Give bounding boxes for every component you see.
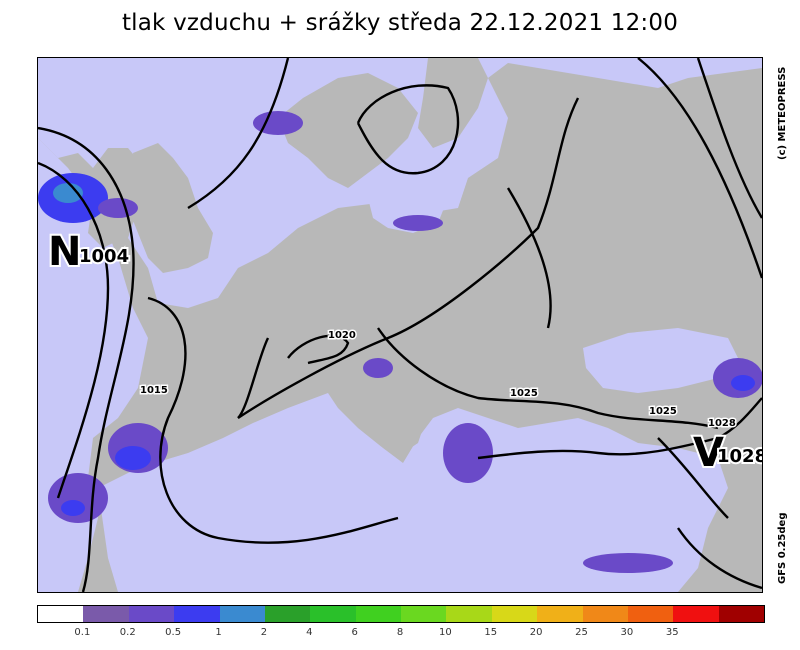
legend-swatch — [83, 606, 129, 622]
isobar-label: 1020 — [328, 330, 356, 341]
model-label: GFS 0.25deg — [777, 512, 788, 585]
legend-label: 1 — [215, 627, 222, 638]
legend-label: 2 — [260, 627, 268, 638]
weather-map[interactable]: 1020 1015 1025 1025 1028 N 1004 V 1028 — [37, 57, 763, 593]
legend-swatch — [219, 606, 265, 622]
legend-label: 10 — [439, 627, 452, 638]
legend-swatch — [38, 606, 84, 622]
legend-label: 0.2 — [119, 627, 136, 638]
legend-swatch — [446, 606, 492, 622]
legend-label: 6 — [351, 627, 358, 638]
legend-swatch — [355, 606, 401, 622]
legend-swatch — [491, 606, 538, 622]
high-letter: V — [693, 430, 724, 476]
land-britain — [128, 143, 213, 273]
land-scandinavia — [278, 73, 418, 188]
land-italy — [333, 353, 423, 453]
legend-label: 4 — [306, 627, 313, 638]
legend-label: 0.5 — [165, 627, 182, 638]
land-finland — [418, 58, 488, 148]
copyright-label: (c) METEOPRESS — [777, 66, 788, 160]
precipitation-legend — [37, 605, 765, 623]
low-letter: N — [48, 229, 81, 275]
legend-label: 30 — [620, 627, 634, 638]
legend-label: 35 — [665, 627, 679, 638]
isobars — [38, 58, 762, 592]
legend-swatch — [174, 606, 220, 622]
map-canvas: 1020 1015 1025 1025 1028 N 1004 V 1028 — [38, 58, 762, 592]
legend-swatch — [537, 606, 583, 622]
legend-swatch — [128, 606, 175, 622]
legend-label: 0.1 — [74, 627, 91, 638]
isobar-label: 1028 — [708, 418, 736, 429]
legend-swatch — [718, 606, 764, 622]
isobar-label: 1025 — [510, 388, 538, 399]
legend-swatch — [582, 606, 628, 622]
isobar-label: 1025 — [649, 406, 677, 417]
black-sea — [583, 328, 738, 393]
legend-label: 8 — [396, 627, 404, 638]
legend-swatch — [264, 606, 311, 622]
pressure-center-low: N 1004 — [46, 227, 131, 277]
legend-labels: 0.1 0.2 0.5 1 2 4 6 8 10 15 20 25 30 35 — [37, 627, 763, 641]
pressure-center-high: V 1028 — [691, 428, 762, 478]
high-value: 1028 — [717, 446, 762, 467]
legend-swatch — [401, 606, 447, 622]
legend-swatch — [673, 606, 719, 622]
legend-swatch — [310, 606, 356, 622]
map-title: tlak vzduchu + srážky středa 22.12.2021 … — [121, 10, 679, 36]
isobar-label-group: 1020 1015 1025 1025 1028 — [139, 329, 738, 431]
legend-swatch — [627, 606, 674, 622]
legend-label: 25 — [575, 627, 588, 638]
legend-label: 20 — [529, 627, 543, 638]
legend-label: 15 — [484, 627, 498, 638]
low-value: 1004 — [79, 246, 129, 267]
isobar-label: 1015 — [140, 385, 168, 396]
